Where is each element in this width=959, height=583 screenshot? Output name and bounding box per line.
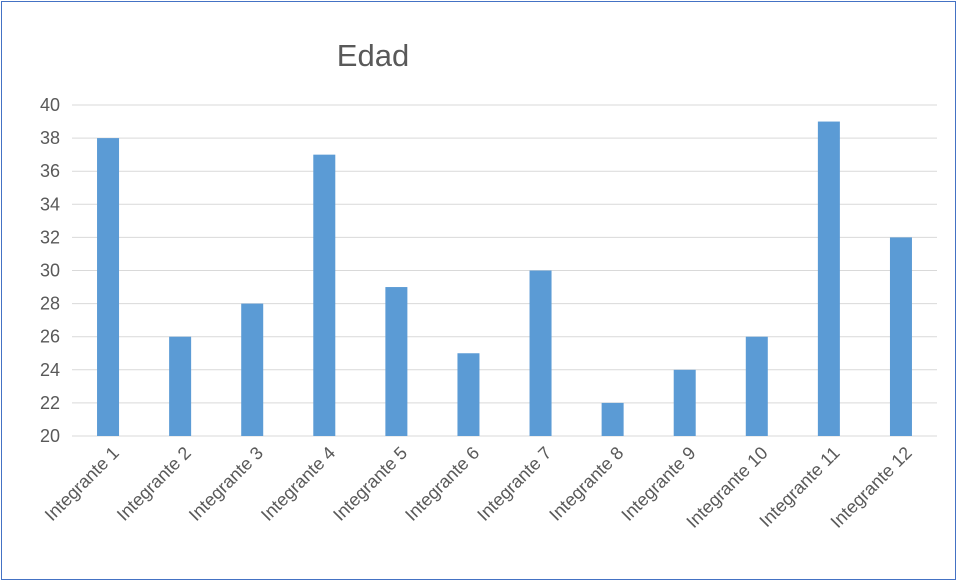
bar-integrante-7: [529, 270, 552, 436]
bar-integrante-5: [385, 287, 408, 436]
y-tick-label: 32: [40, 227, 60, 247]
bar-integrante-4: [313, 154, 336, 436]
y-axis-tick-labels: 20 22 24 26 28 30 32 34 36 38 40: [40, 95, 60, 446]
bar-integrante-12: [889, 237, 912, 436]
y-tick-label: 28: [40, 294, 60, 314]
bar-integrante-1: [97, 138, 120, 436]
y-tick-label: 20: [40, 426, 60, 446]
y-tick-label: 36: [40, 161, 60, 181]
y-tick-label: 34: [40, 194, 60, 214]
bars: [97, 121, 912, 437]
bar-integrante-6: [457, 353, 480, 436]
bar-integrante-11: [817, 121, 840, 437]
x-tick-label: Integrante 2: [113, 443, 195, 525]
bar-integrante-3: [241, 303, 264, 436]
chart-title: Edad: [337, 38, 409, 73]
x-tick-label: Integrante 7: [473, 443, 555, 525]
bar-integrante-9: [673, 369, 696, 436]
bar-integrante-2: [169, 336, 192, 436]
bar-integrante-8: [601, 402, 624, 436]
x-tick-label: Integrante 6: [401, 443, 483, 525]
y-tick-label: 24: [40, 360, 60, 380]
x-tick-label: Integrante 3: [185, 443, 267, 525]
x-tick-label: Integrante 8: [545, 443, 627, 525]
y-tick-label: 22: [40, 393, 60, 413]
y-tick-label: 30: [40, 261, 60, 281]
y-tick-label: 40: [40, 95, 60, 115]
y-tick-label: 38: [40, 128, 60, 148]
gridlines: [72, 104, 937, 437]
x-tick-label: Integrante 4: [257, 443, 339, 525]
x-tick-label: Integrante 5: [329, 443, 411, 525]
y-tick-label: 26: [40, 327, 60, 347]
bar-integrante-10: [745, 336, 768, 436]
x-tick-label: Integrante 1: [41, 443, 123, 525]
